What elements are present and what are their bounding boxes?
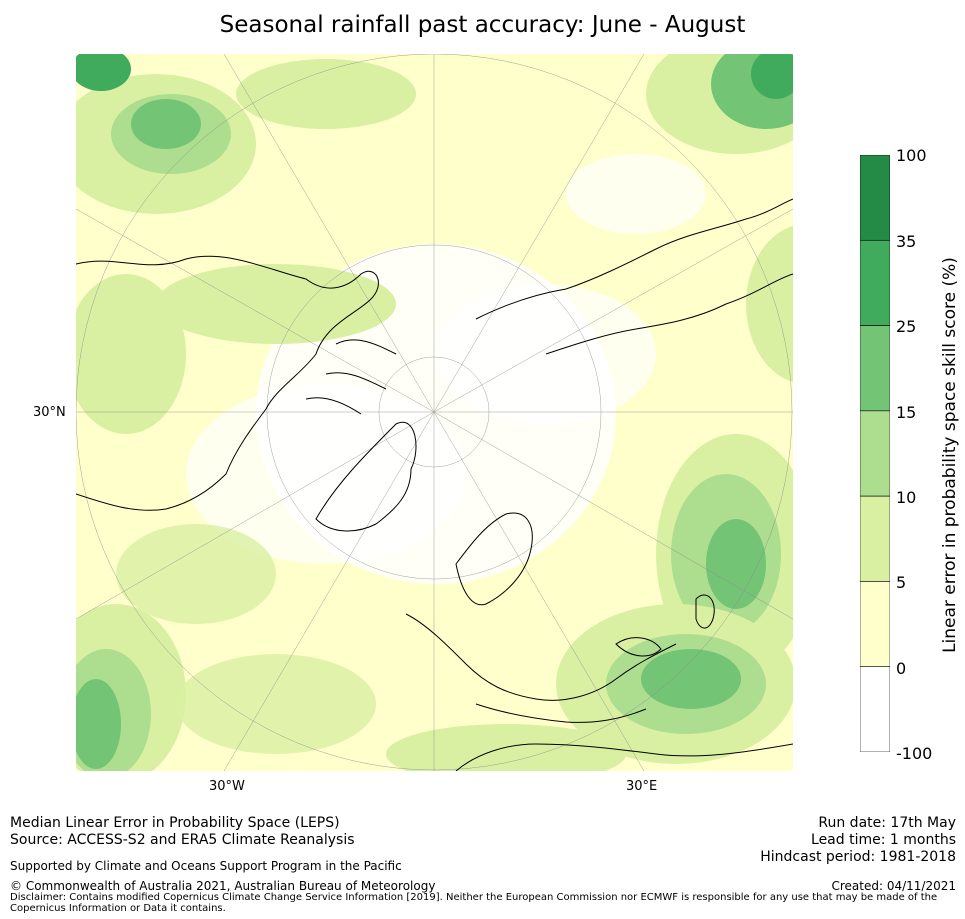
siberia-coast-outline — [545, 273, 793, 355]
graticule — [76, 54, 793, 771]
footer-support-line: Supported by Climate and Oceans Support … — [10, 859, 402, 873]
caspian-outline — [695, 594, 715, 629]
colorbar — [860, 155, 890, 752]
greenland-outline — [315, 421, 417, 532]
colorbar-tick-label: 100 — [896, 146, 927, 165]
created-date: Created: 04/11/2021 — [831, 879, 956, 893]
footer-disclaimer: Disclaimer: Contains modified Copernicus… — [10, 892, 938, 914]
scandinavia-outline — [455, 512, 533, 606]
colorbar-bin — [860, 155, 890, 241]
coastlines — [76, 198, 793, 771]
colorbar-tick-label: 10 — [896, 488, 917, 507]
skill-field — [76, 54, 793, 771]
canadian-archipelago-outline — [305, 339, 397, 415]
colorbar-tick-label: -100 — [896, 744, 933, 763]
chart-title: Seasonal rainfall past accuracy: June - … — [219, 12, 746, 38]
colorbar-tick-label: 35 — [896, 232, 917, 251]
footer-copyright-line: © Commonwealth of Australia 2021, Austra… — [10, 879, 436, 893]
colorbar-bin — [860, 239, 890, 326]
run-date: Run date: 17th May — [818, 815, 956, 831]
colorbar-bin — [860, 581, 890, 668]
europe-outline — [405, 613, 677, 701]
africa-outline — [455, 743, 793, 771]
map-panel — [76, 54, 793, 771]
lon-label-30e: 30°E — [626, 779, 658, 794]
black-sea-outline — [615, 637, 662, 657]
lat-label-30n: 30°N — [33, 405, 66, 420]
colorbar-title: Linear error in probability space skill … — [940, 257, 960, 653]
colorbar-tick-label: 25 — [896, 317, 917, 336]
lon-label-30w: 30°W — [209, 779, 245, 794]
footer-leps-line: Median Linear Error in Probability Space… — [10, 815, 340, 831]
colorbar-tick-label: 15 — [896, 403, 917, 422]
north-america-outline — [76, 255, 379, 511]
colorbar-tick-label: 0 — [896, 659, 907, 678]
colorbar-bin — [860, 666, 890, 752]
colorbar-tick-label: 5 — [896, 573, 907, 592]
mediterranean-outline — [475, 703, 647, 723]
eurasia-outline — [475, 198, 793, 320]
lead-time: Lead time: 1 months — [811, 832, 956, 848]
colorbar-bin — [860, 495, 890, 582]
hindcast-period: Hindcast period: 1981-2018 — [760, 849, 956, 865]
colorbar-bin — [860, 410, 890, 497]
colorbar-bin — [860, 325, 890, 412]
footer-source-line: Source: ACCESS-S2 and ERA5 Climate Reana… — [10, 832, 355, 848]
